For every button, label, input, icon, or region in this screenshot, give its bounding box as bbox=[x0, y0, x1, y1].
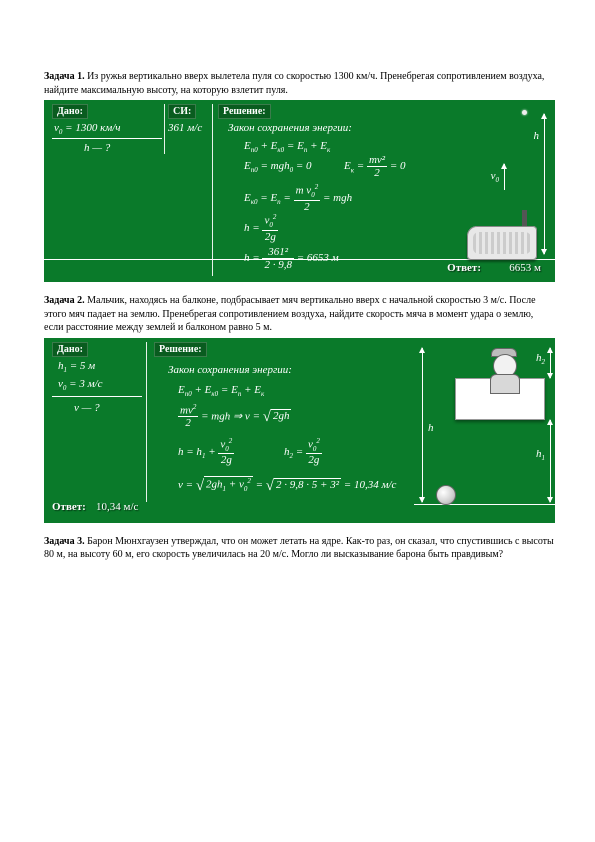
dano-label: Дано: bbox=[52, 342, 88, 357]
p2-eq1: Eп0 + Eк0 = Eп + Eк bbox=[178, 384, 264, 398]
h-label: h bbox=[428, 422, 434, 434]
ground-line bbox=[414, 504, 555, 505]
v0-label: v0 bbox=[491, 170, 499, 184]
p1-eq2b: Eк = mv²2 = 0 bbox=[344, 154, 406, 179]
v0-arrow bbox=[504, 164, 505, 190]
p2-answer: 10,34 м/с bbox=[96, 501, 138, 513]
hrule bbox=[52, 138, 162, 139]
p1-law: Закон сохранения энергии: bbox=[228, 122, 352, 134]
p2-eq4: v = 2gh1 + v02 = 2 · 9,8 · 5 + 3² = 10,3… bbox=[178, 476, 396, 493]
p1-v0: v0 = 1300 км/ч bbox=[54, 122, 121, 136]
p1-si: 361 м/с bbox=[168, 122, 202, 134]
ball-icon bbox=[436, 485, 456, 505]
p1-eq3: Eк0 = Eп = m v022 = mgh bbox=[244, 184, 352, 213]
p2-eq2: mv22 = mgh ⇒ v = 2gh bbox=[178, 404, 291, 430]
bullet-icon bbox=[522, 110, 527, 115]
p2-title: Задача 2. bbox=[44, 295, 85, 306]
si-label: СИ: bbox=[168, 104, 196, 119]
p2-h1: h1 = 5 м bbox=[58, 360, 95, 374]
p2-eq3b: h2 = v022g bbox=[284, 438, 322, 467]
vsep bbox=[164, 104, 165, 154]
p2-law: Закон сохранения энергии: bbox=[168, 364, 292, 376]
p1-find: h — ? bbox=[84, 142, 110, 154]
h-label: h bbox=[534, 130, 540, 142]
vsep bbox=[146, 342, 147, 502]
p1-text: Задача 1. Из ружья вертикально вверх выл… bbox=[44, 70, 555, 97]
h2-label: h2 bbox=[536, 352, 545, 366]
page: Задача 1. Из ружья вертикально вверх выл… bbox=[0, 0, 595, 605]
p1-eq2a: Eп0 = mgh0 = 0 bbox=[244, 160, 312, 174]
resh-label: Решение: bbox=[154, 342, 207, 357]
p2-body: Мальчик, находясь на балконе, подбрасыва… bbox=[44, 295, 536, 333]
p3-title: Задача 3. bbox=[44, 536, 85, 547]
gun-barrel bbox=[522, 210, 527, 226]
hrule bbox=[52, 396, 142, 397]
p3-body: Барон Мюнхгаузен утверждал, что он может… bbox=[44, 536, 554, 561]
vsep bbox=[212, 104, 213, 276]
resh-label: Решение: bbox=[218, 104, 271, 119]
h2-arrow bbox=[550, 348, 551, 378]
p3-text: Задача 3. Барон Мюнхгаузен утверждал, чт… bbox=[44, 535, 555, 562]
h1-arrow bbox=[550, 420, 551, 502]
p2-eq3a: h = h1 + v022g bbox=[178, 438, 234, 467]
h-arrow bbox=[422, 348, 423, 502]
board-1: Дано: СИ: Решение: v0 = 1300 км/ч h — ? … bbox=[44, 100, 555, 282]
h1-label: h1 bbox=[536, 448, 545, 462]
gun-icon bbox=[467, 226, 537, 260]
h-arrow bbox=[544, 114, 545, 254]
otvet-label: Ответ: bbox=[52, 501, 86, 513]
p2-find: v — ? bbox=[74, 402, 100, 414]
boy-body-icon bbox=[490, 374, 520, 394]
p2-v0: v0 = 3 м/с bbox=[58, 378, 103, 392]
board-2: Дано: Решение: h1 = 5 м v0 = 3 м/с v — ?… bbox=[44, 338, 555, 523]
p1-eq4: h = v022g bbox=[244, 214, 278, 243]
p1-body: Из ружья вертикально вверх вылетела пуля… bbox=[44, 71, 544, 96]
dano-label: Дано: bbox=[52, 104, 88, 119]
p1-answer: 6653 м bbox=[509, 262, 541, 274]
p1-eq1: Eп0 + Eк0 = Eп + Eк bbox=[244, 140, 330, 154]
p2-text: Задача 2. Мальчик, находясь на балконе, … bbox=[44, 294, 555, 335]
p1-title: Задача 1. bbox=[44, 71, 85, 82]
otvet-label: Ответ: bbox=[447, 262, 481, 274]
